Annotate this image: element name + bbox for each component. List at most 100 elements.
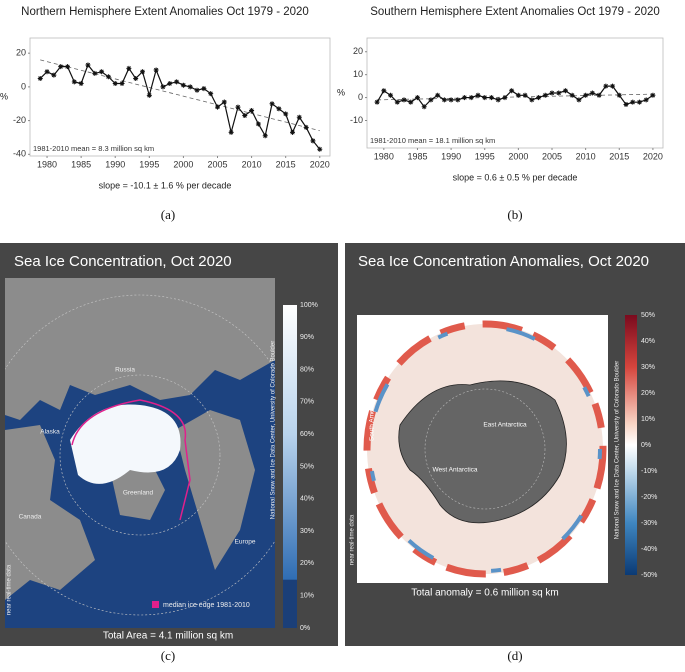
data-point: [623, 101, 629, 107]
colorbar-tick-label: 50%: [300, 463, 314, 470]
colorbar-tick-label: -50%: [641, 572, 657, 579]
region-label: Alaska: [40, 429, 60, 436]
y-axis-label: %: [0, 91, 8, 101]
colorbar-tick-label: -10%: [641, 468, 657, 475]
region-label: East Antarctica: [483, 422, 527, 429]
x-tick-label: 2020: [310, 159, 330, 169]
data-point: [616, 92, 622, 98]
y-tick-label: 20: [16, 48, 26, 58]
y-tick-label: 10: [353, 69, 363, 79]
y-tick-label: 0: [358, 92, 363, 102]
data-point: [310, 138, 316, 144]
data-point: [428, 97, 434, 103]
data-point: [556, 90, 562, 96]
legend-swatch: [152, 601, 159, 608]
data-point: [495, 97, 501, 103]
data-point: [583, 92, 589, 98]
chart-title: Southern Hemisphere Extent Anomalies Oct…: [370, 6, 660, 18]
data-point: [448, 97, 454, 103]
data-point: [388, 92, 394, 98]
region-label: West Antarctica: [432, 467, 477, 474]
data-point: [408, 99, 414, 105]
x-tick-label: 2010: [576, 151, 596, 161]
colorbar-tick-label: -30%: [641, 520, 657, 527]
data-point: [488, 95, 494, 101]
colorbar-tick-label: 100%: [300, 302, 318, 309]
data-point: [536, 95, 542, 101]
data-point: [630, 99, 636, 105]
data-point: [455, 97, 461, 103]
data-point: [381, 88, 387, 94]
colorbar: [283, 305, 297, 628]
data-point: [153, 67, 159, 73]
annotation: 1981-2010 mean = 18.1 million sq km: [370, 136, 495, 145]
data-point: [194, 87, 200, 93]
data-point: [603, 83, 609, 89]
y-tick-label: 0: [21, 81, 26, 91]
data-point: [126, 65, 132, 71]
data-point: [99, 69, 105, 75]
x-tick-label: 1980: [374, 151, 394, 161]
map-footer: Total Area = 4.1 million sq km: [103, 631, 233, 642]
region-label: Greenland: [123, 490, 154, 497]
colorbar-tick-label: 70%: [300, 399, 314, 406]
data-point: [58, 64, 64, 70]
map-title: Sea Ice Concentration Anomalies, Oct 202…: [358, 253, 649, 270]
data-point: [462, 95, 468, 101]
data-point: [235, 104, 241, 110]
data-point: [51, 72, 57, 78]
data-point: [160, 84, 166, 90]
data-point: [515, 92, 521, 98]
map-footer: Total anomaly = 0.6 million sq km: [411, 588, 559, 599]
x-tick-label: 2005: [542, 151, 562, 161]
data-point: [562, 88, 568, 94]
credit: National Snow and Ice Data Center, Unive…: [271, 341, 277, 519]
side-note: near real-time data: [7, 564, 13, 615]
data-point: [421, 104, 427, 110]
data-point: [242, 113, 248, 119]
x-tick-label: 1980: [37, 159, 57, 169]
data-point: [180, 82, 186, 88]
legend-label: median ice edge 1981-2010: [163, 602, 250, 609]
data-point: [441, 97, 447, 103]
panel-label: (a): [161, 207, 175, 222]
data-point: [482, 95, 488, 101]
data-point: [221, 99, 227, 105]
data-point: [215, 104, 220, 110]
data-point: [576, 97, 582, 103]
data-point: [509, 88, 515, 94]
x-tick-label: 2010: [242, 159, 262, 169]
annotation: 1981-2010 mean = 8.3 million sq km: [33, 144, 154, 153]
colorbar-tick-label: -20%: [641, 494, 657, 501]
data-point: [374, 99, 380, 105]
data-point: [228, 129, 234, 135]
colorbar-tick-label: 90%: [300, 334, 314, 341]
data-point: [303, 124, 309, 130]
data-point: [146, 92, 152, 98]
x-tick-label: 2005: [207, 159, 227, 169]
colorbar-tick-label: 30%: [641, 364, 655, 371]
data-point: [401, 97, 407, 103]
data-point: [589, 90, 595, 96]
map-d: [357, 315, 608, 583]
data-point: [542, 92, 548, 98]
x-axis-label: slope = 0.6 ± 0.5 % per decade: [453, 172, 578, 182]
colorbar-tick-label: 20%: [300, 560, 314, 567]
data-point: [71, 79, 77, 85]
x-tick-label: 1995: [475, 151, 495, 161]
colorbar-tick-label: 10%: [300, 593, 314, 600]
data-point: [44, 69, 50, 75]
panel-label: (b): [507, 207, 522, 222]
colorbar-tick-label: 40%: [641, 338, 655, 345]
colorbar-tick-label: 0%: [641, 442, 651, 449]
data-point: [255, 121, 261, 127]
data-point: [610, 83, 616, 89]
x-tick-label: 2000: [173, 159, 193, 169]
data-point: [435, 92, 441, 98]
colorbar-tick-label: 30%: [300, 528, 314, 535]
panel-label: (d): [507, 648, 522, 663]
x-tick-label: 2000: [508, 151, 528, 161]
region-label: Russia: [115, 367, 135, 374]
region-label: South America: [369, 398, 376, 441]
